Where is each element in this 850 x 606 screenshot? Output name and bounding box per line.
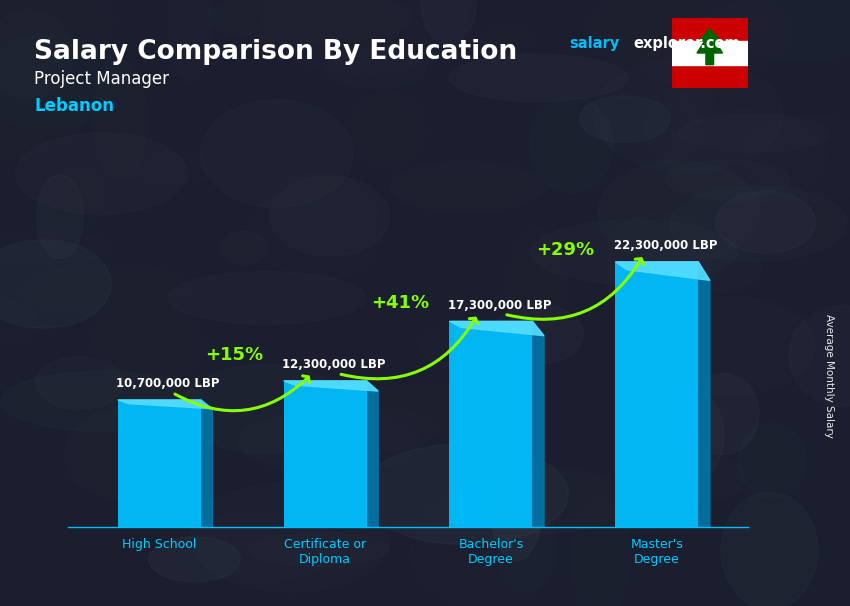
Text: +15%: +15%: [205, 345, 263, 364]
Bar: [672, 65, 748, 88]
Ellipse shape: [350, 383, 528, 438]
Ellipse shape: [0, 64, 86, 160]
Ellipse shape: [666, 110, 826, 204]
Polygon shape: [532, 321, 544, 527]
Polygon shape: [118, 400, 212, 409]
Ellipse shape: [361, 444, 569, 544]
Ellipse shape: [92, 300, 202, 386]
Polygon shape: [450, 321, 544, 336]
Ellipse shape: [0, 240, 111, 328]
Text: explorer.com: explorer.com: [633, 36, 740, 52]
Ellipse shape: [586, 0, 796, 81]
Ellipse shape: [449, 55, 628, 102]
Text: 17,300,000 LBP: 17,300,000 LBP: [448, 299, 552, 311]
Text: Average Monthly Salary: Average Monthly Salary: [824, 314, 834, 438]
Bar: [450, 321, 532, 527]
Bar: [284, 381, 366, 527]
Ellipse shape: [491, 304, 583, 364]
Ellipse shape: [721, 492, 818, 606]
Ellipse shape: [789, 305, 850, 407]
Text: Salary Comparison By Education: Salary Comparison By Education: [34, 39, 517, 65]
Ellipse shape: [666, 160, 789, 199]
Ellipse shape: [65, 407, 201, 502]
Ellipse shape: [670, 185, 847, 262]
Ellipse shape: [0, 10, 72, 100]
Ellipse shape: [210, 492, 400, 579]
Ellipse shape: [349, 92, 426, 168]
Text: salary: salary: [570, 36, 620, 52]
Ellipse shape: [739, 424, 806, 498]
Bar: [672, 41, 748, 65]
Ellipse shape: [269, 176, 390, 256]
Ellipse shape: [0, 0, 114, 70]
Ellipse shape: [671, 454, 745, 501]
Ellipse shape: [0, 232, 114, 264]
Ellipse shape: [661, 388, 723, 482]
Ellipse shape: [37, 175, 83, 259]
Polygon shape: [284, 381, 378, 391]
Bar: [118, 400, 201, 527]
Polygon shape: [201, 400, 212, 527]
Text: +41%: +41%: [371, 295, 428, 313]
Ellipse shape: [294, 408, 440, 451]
Ellipse shape: [716, 191, 815, 253]
Ellipse shape: [219, 231, 268, 265]
Ellipse shape: [673, 46, 717, 123]
Ellipse shape: [254, 173, 382, 281]
Polygon shape: [366, 381, 378, 527]
Ellipse shape: [572, 497, 629, 606]
Ellipse shape: [249, 532, 389, 566]
Text: Project Manager: Project Manager: [34, 70, 169, 88]
Ellipse shape: [169, 271, 366, 324]
Ellipse shape: [468, 468, 628, 533]
Polygon shape: [697, 28, 722, 65]
Bar: [615, 262, 698, 527]
Text: +29%: +29%: [536, 241, 595, 259]
Polygon shape: [698, 262, 710, 527]
Ellipse shape: [21, 265, 195, 315]
Text: Lebanon: Lebanon: [34, 97, 114, 115]
Bar: [672, 18, 748, 41]
Ellipse shape: [381, 49, 478, 161]
Text: 12,300,000 LBP: 12,300,000 LBP: [282, 358, 385, 371]
Ellipse shape: [200, 100, 353, 207]
Ellipse shape: [1, 371, 203, 431]
Text: 22,300,000 LBP: 22,300,000 LBP: [614, 239, 717, 252]
Ellipse shape: [598, 161, 759, 264]
Ellipse shape: [239, 410, 422, 473]
Ellipse shape: [206, 0, 412, 44]
Ellipse shape: [149, 537, 241, 582]
Ellipse shape: [530, 96, 613, 193]
Ellipse shape: [490, 444, 543, 561]
Text: 10,700,000 LBP: 10,700,000 LBP: [116, 378, 219, 390]
Ellipse shape: [390, 161, 543, 212]
Ellipse shape: [53, 162, 108, 222]
Ellipse shape: [688, 373, 759, 454]
Ellipse shape: [261, 0, 468, 74]
Ellipse shape: [16, 133, 188, 215]
Ellipse shape: [580, 96, 670, 142]
Ellipse shape: [593, 58, 783, 171]
Ellipse shape: [92, 60, 147, 180]
Ellipse shape: [531, 221, 737, 285]
Ellipse shape: [190, 482, 390, 592]
Polygon shape: [615, 262, 710, 281]
Ellipse shape: [638, 43, 734, 83]
Ellipse shape: [743, 116, 850, 202]
Ellipse shape: [421, 0, 476, 45]
Ellipse shape: [36, 357, 123, 410]
Ellipse shape: [510, 228, 568, 335]
Ellipse shape: [121, 152, 211, 184]
Ellipse shape: [181, 365, 348, 453]
